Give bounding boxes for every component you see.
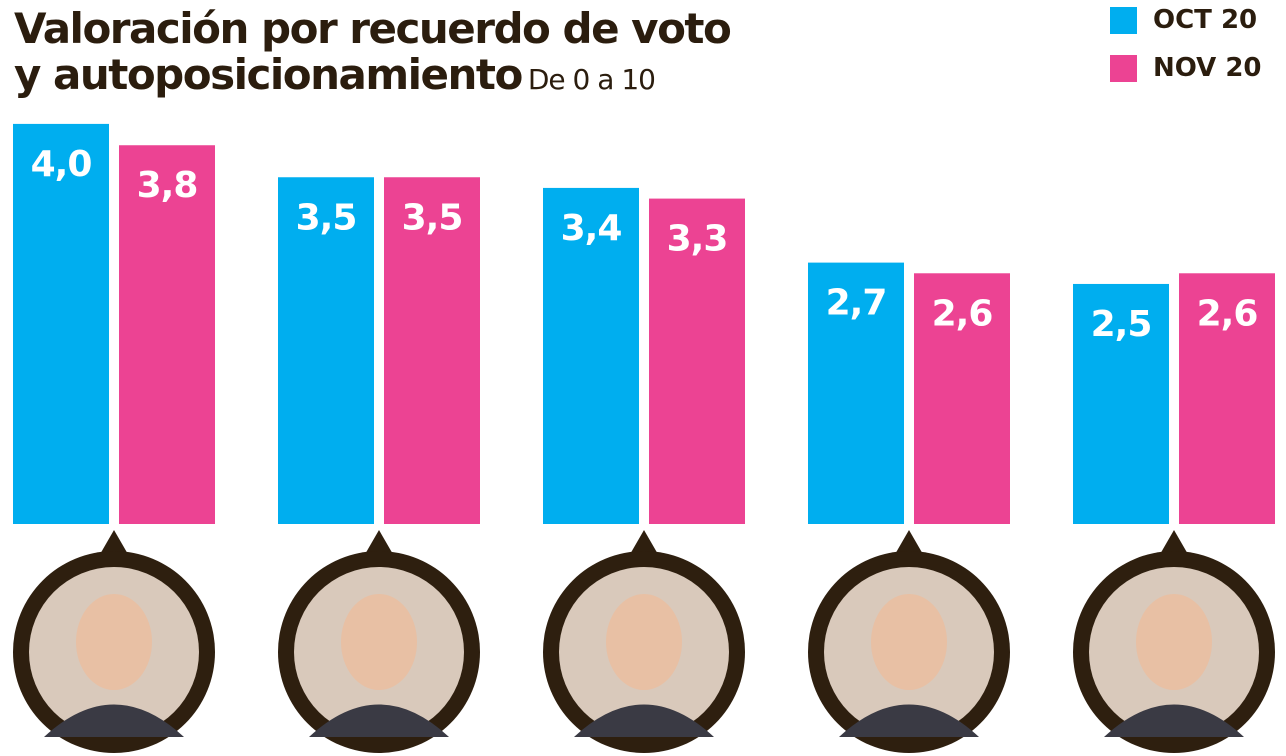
- bar-oct-0: [13, 123, 109, 525]
- bar-oct-3: [808, 262, 904, 524]
- portrait-face-3: [871, 594, 947, 690]
- portrait-shoulders-1: [309, 704, 449, 737]
- bar-nov-4: [1179, 273, 1275, 524]
- legend-label-oct: OCT 20: [1153, 5, 1258, 35]
- legend: OCT 20 NOV 20: [1110, 5, 1262, 102]
- bar-oct-4: [1073, 283, 1169, 524]
- data-label-oct-4: 2,5: [1091, 304, 1152, 345]
- data-label-nov-1: 3,5: [402, 197, 463, 238]
- portrait-shoulders-2: [574, 704, 714, 737]
- pointer-3: [894, 530, 924, 556]
- portrait-shoulders-0: [44, 704, 184, 737]
- data-label-oct-1: 3,5: [296, 197, 357, 238]
- portrait-face-2: [606, 594, 682, 690]
- legend-item-nov: NOV 20: [1110, 53, 1262, 83]
- pointer-1: [364, 530, 394, 556]
- portrait-face-4: [1136, 594, 1212, 690]
- bar-nov-3: [914, 273, 1010, 524]
- portrait-face-0: [76, 594, 152, 690]
- bar-nov-0: [119, 145, 215, 525]
- legend-swatch-nov: [1110, 54, 1137, 82]
- chart-subtitle: De 0 a 10: [527, 63, 656, 96]
- pointer-4: [1159, 530, 1189, 556]
- data-label-oct-3: 2,7: [826, 283, 887, 324]
- data-label-oct-0: 4,0: [31, 144, 92, 185]
- bar-nov-2: [649, 198, 745, 524]
- title-line-2: y autoposicionamiento: [14, 50, 523, 99]
- bar-nov-1: [384, 177, 480, 524]
- legend-label-nov: NOV 20: [1153, 53, 1262, 83]
- chart-title: Valoración por recuerdo de voto y autopo…: [14, 4, 732, 103]
- data-label-nov-3: 2,6: [932, 293, 993, 334]
- legend-swatch-oct: [1110, 6, 1137, 34]
- bar-oct-2: [543, 187, 639, 525]
- title-line-1: Valoración por recuerdo de voto: [14, 4, 732, 53]
- data-label-nov-2: 3,3: [667, 219, 728, 260]
- pointer-0: [99, 530, 129, 556]
- data-label-nov-0: 3,8: [137, 165, 198, 206]
- pointer-2: [629, 530, 659, 556]
- bar-oct-1: [278, 177, 374, 524]
- legend-item-oct: OCT 20: [1110, 5, 1262, 35]
- portrait-face-1: [341, 594, 417, 690]
- data-label-oct-2: 3,4: [561, 208, 622, 249]
- portrait-shoulders-4: [1104, 704, 1244, 737]
- portrait-shoulders-3: [839, 704, 979, 737]
- data-label-nov-4: 2,6: [1197, 293, 1258, 334]
